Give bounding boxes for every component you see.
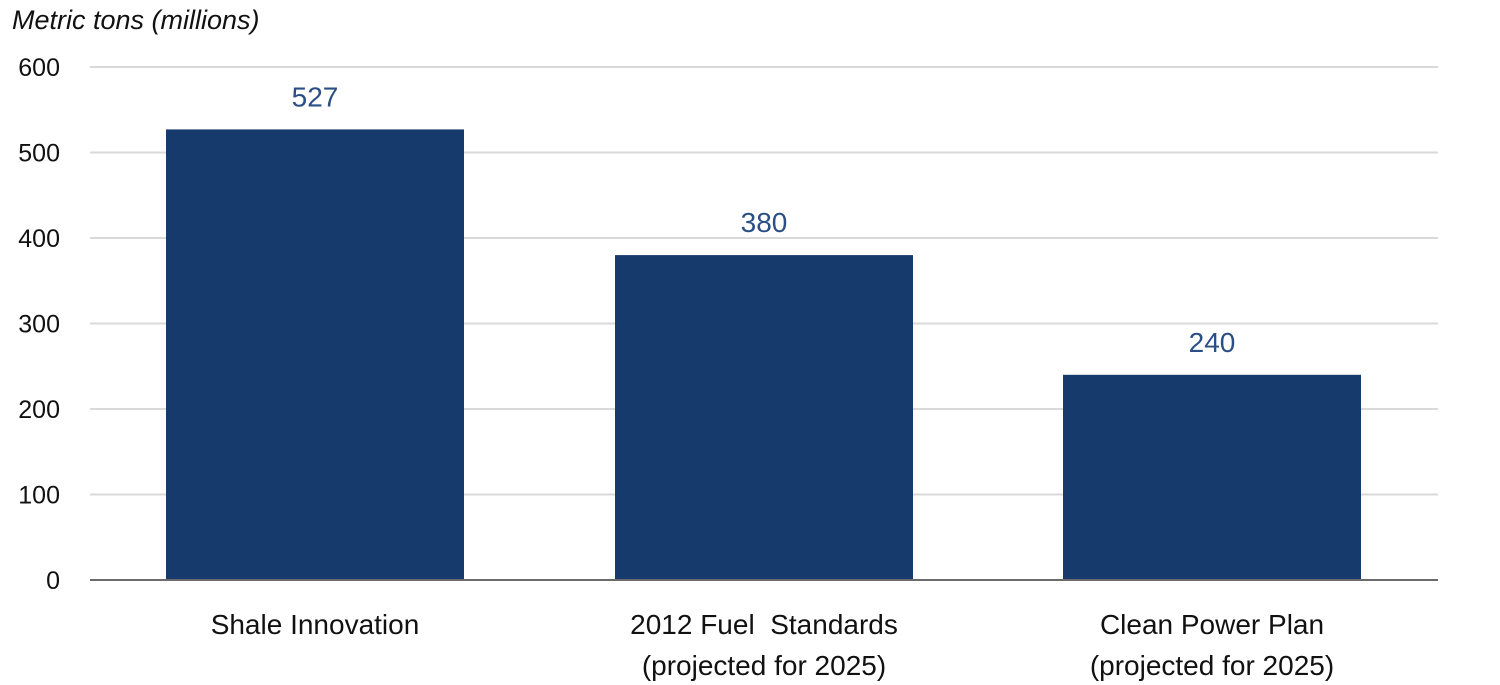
x-tick-label-2-line-1: 2012 Fuel Standards <box>630 609 898 640</box>
labels: 0 100 200 300 400 500 600 527 Shale Innovation 38… <box>18 54 1438 681</box>
bars <box>166 129 1361 581</box>
data-label-3: 240 <box>1189 327 1236 358</box>
x-tick-label-2-line-2: (projected for 2025) <box>642 650 886 681</box>
y-tick-label-0: 0 <box>46 567 60 595</box>
y-tick-label-500: 500 <box>18 140 60 168</box>
bar-2 <box>615 255 913 580</box>
y-tick-label-100: 100 <box>18 482 60 510</box>
x-tick-label-3-line-2: (projected for 2025) <box>1090 650 1334 681</box>
x-tick-label-1: Shale Innovation <box>211 609 420 640</box>
y-tick-label-600: 600 <box>18 54 60 82</box>
bar-3 <box>1063 374 1361 580</box>
y-tick-label-300: 300 <box>18 311 60 339</box>
y-tick-label-200: 200 <box>18 396 60 424</box>
x-tick-label-3-line-1: Clean Power Plan <box>1100 609 1324 640</box>
y-axis-title: Metric tons (millions) <box>12 5 260 35</box>
data-label-1: 527 <box>292 81 339 112</box>
bar-1 <box>166 129 464 581</box>
y-tick-label-400: 400 <box>18 225 60 253</box>
data-label-2: 380 <box>741 207 788 238</box>
